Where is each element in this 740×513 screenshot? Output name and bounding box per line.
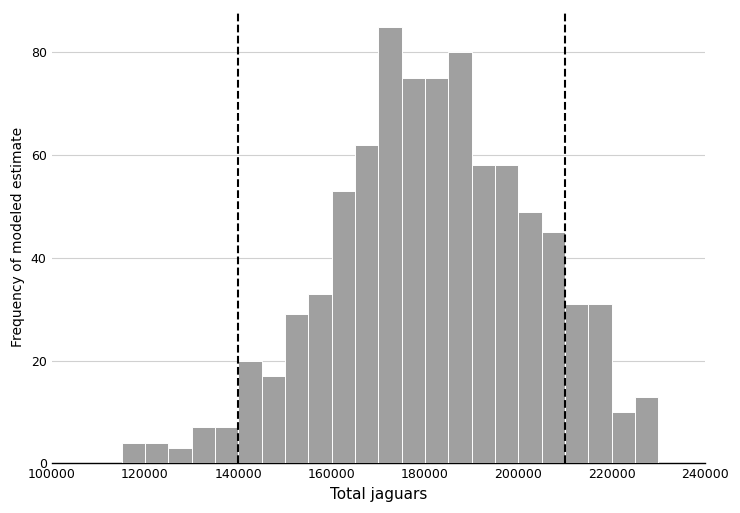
Bar xyxy=(518,211,542,463)
Bar xyxy=(168,448,192,463)
Bar xyxy=(332,191,355,463)
Bar xyxy=(588,304,612,463)
Bar xyxy=(121,443,145,463)
X-axis label: Total jaguars: Total jaguars xyxy=(329,487,427,502)
Bar xyxy=(238,361,261,463)
Bar xyxy=(635,397,659,463)
Bar xyxy=(565,304,588,463)
Bar xyxy=(378,27,402,463)
Bar xyxy=(448,52,471,463)
Bar xyxy=(495,165,518,463)
Bar xyxy=(425,78,448,463)
Bar xyxy=(309,294,332,463)
Bar xyxy=(192,427,215,463)
Bar xyxy=(285,314,309,463)
Bar xyxy=(261,376,285,463)
Bar xyxy=(215,427,238,463)
Bar xyxy=(355,145,378,463)
Bar xyxy=(402,78,425,463)
Bar xyxy=(612,412,635,463)
Y-axis label: Frequency of modeled estimate: Frequency of modeled estimate xyxy=(11,127,25,347)
Bar xyxy=(145,443,168,463)
Bar xyxy=(542,232,565,463)
Bar xyxy=(471,165,495,463)
